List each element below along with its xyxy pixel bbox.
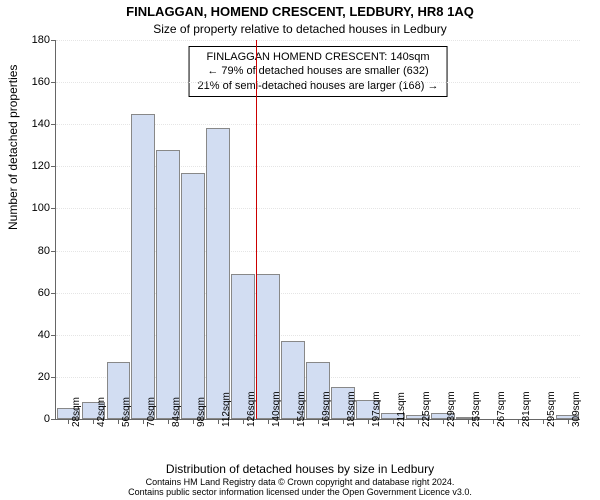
xtick-label: 42sqm	[96, 397, 107, 427]
reference-line	[256, 40, 257, 419]
ytick-mark	[51, 251, 56, 252]
xtick-label: 211sqm	[396, 392, 407, 427]
xtick-mark	[368, 419, 369, 424]
footer-attribution: Contains HM Land Registry data © Crown c…	[0, 478, 600, 498]
xtick-mark	[68, 419, 69, 424]
histogram-bar	[156, 150, 180, 420]
chart-title-sub: Size of property relative to detached ho…	[0, 22, 600, 36]
xtick-label: 126sqm	[246, 391, 257, 427]
xtick-mark	[493, 419, 494, 424]
xtick-label: 309sqm	[571, 391, 582, 427]
ytick-label: 100	[10, 202, 50, 214]
ytick-label: 140	[10, 118, 50, 130]
x-axis-label: Distribution of detached houses by size …	[0, 462, 600, 476]
gridline	[56, 40, 580, 41]
xtick-label: 169sqm	[321, 391, 332, 427]
xtick-label: 112sqm	[221, 392, 232, 427]
histogram-bar	[181, 173, 205, 419]
chart-title-main: FINLAGGAN, HOMEND CRESCENT, LEDBURY, HR8…	[0, 4, 600, 19]
xtick-mark	[293, 419, 294, 424]
xtick-mark	[393, 419, 394, 424]
xtick-label: 239sqm	[446, 391, 457, 427]
xtick-label: 140sqm	[271, 391, 282, 427]
chart-plot-area: FINLAGGAN HOMEND CRESCENT: 140sqm ← 79% …	[55, 40, 580, 420]
ytick-label: 80	[10, 245, 50, 257]
xtick-label: 183sqm	[346, 391, 357, 427]
ytick-label: 60	[10, 287, 50, 299]
xtick-mark	[418, 419, 419, 424]
xtick-mark	[343, 419, 344, 424]
footer-line2: Contains public sector information licen…	[0, 488, 600, 498]
ytick-mark	[51, 124, 56, 125]
xtick-label: 225sqm	[421, 391, 432, 427]
xtick-mark	[543, 419, 544, 424]
xtick-mark	[518, 419, 519, 424]
xtick-label: 281sqm	[521, 391, 532, 427]
xtick-label: 154sqm	[296, 391, 307, 427]
ytick-mark	[51, 208, 56, 209]
annotation-line2: ← 79% of detached houses are smaller (63…	[198, 64, 439, 78]
xtick-label: 267sqm	[496, 391, 507, 427]
ytick-mark	[51, 335, 56, 336]
histogram-bar	[131, 114, 155, 419]
histogram-bar	[206, 128, 230, 419]
xtick-mark	[93, 419, 94, 424]
ytick-mark	[51, 293, 56, 294]
xtick-mark	[243, 419, 244, 424]
xtick-label: 197sqm	[371, 391, 382, 427]
xtick-mark	[443, 419, 444, 424]
xtick-label: 56sqm	[121, 397, 132, 427]
xtick-label: 70sqm	[146, 397, 157, 427]
gridline	[56, 82, 580, 83]
xtick-mark	[143, 419, 144, 424]
ytick-mark	[51, 377, 56, 378]
ytick-mark	[51, 40, 56, 41]
xtick-mark	[118, 419, 119, 424]
annotation-line1: FINLAGGAN HOMEND CRESCENT: 140sqm	[198, 50, 439, 64]
xtick-mark	[268, 419, 269, 424]
xtick-label: 295sqm	[546, 391, 557, 427]
xtick-mark	[168, 419, 169, 424]
xtick-mark	[218, 419, 219, 424]
xtick-mark	[568, 419, 569, 424]
xtick-mark	[468, 419, 469, 424]
xtick-label: 253sqm	[471, 391, 482, 427]
annotation-line3: 21% of semi-detached houses are larger (…	[198, 79, 439, 93]
ytick-label: 180	[10, 34, 50, 46]
ytick-label: 0	[10, 413, 50, 425]
ytick-mark	[51, 166, 56, 167]
xtick-label: 84sqm	[171, 397, 182, 427]
annotation-box: FINLAGGAN HOMEND CRESCENT: 140sqm ← 79% …	[189, 46, 448, 97]
ytick-label: 40	[10, 329, 50, 341]
ytick-mark	[51, 82, 56, 83]
xtick-mark	[193, 419, 194, 424]
ytick-label: 160	[10, 76, 50, 88]
ytick-label: 20	[10, 371, 50, 383]
ytick-mark	[51, 419, 56, 420]
xtick-mark	[318, 419, 319, 424]
xtick-label: 98sqm	[196, 397, 207, 427]
ytick-label: 120	[10, 160, 50, 172]
xtick-label: 28sqm	[71, 397, 82, 427]
